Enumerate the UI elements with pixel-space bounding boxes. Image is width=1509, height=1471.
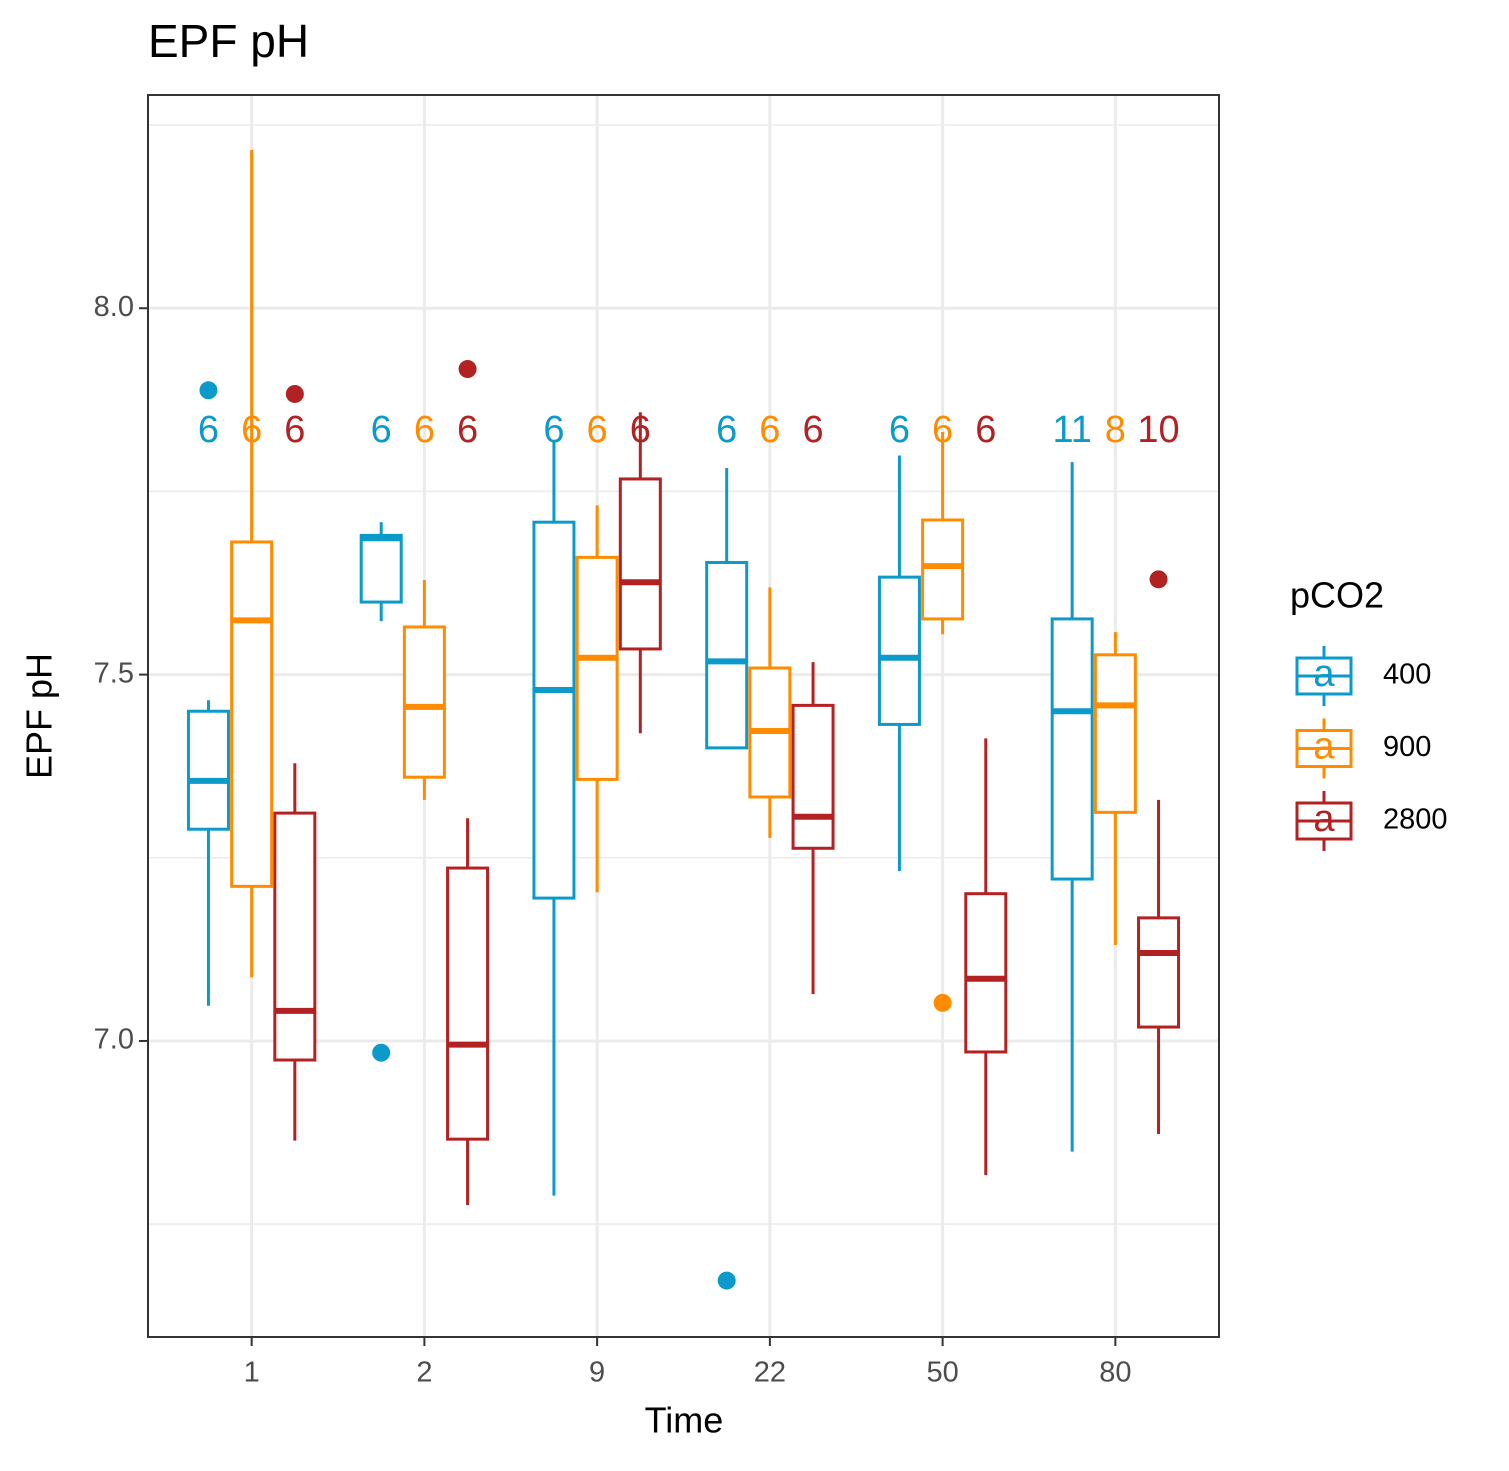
box xyxy=(532,520,576,900)
box xyxy=(230,540,274,888)
x-tick-label: 1 xyxy=(244,1357,260,1389)
plot-border xyxy=(147,94,1220,1338)
y-tick-label: 7.5 xyxy=(94,657,134,689)
outlier xyxy=(1149,570,1168,589)
outlier xyxy=(458,360,477,379)
box xyxy=(273,811,317,1062)
outlier xyxy=(717,1271,736,1290)
x-tick-label: 2 xyxy=(416,1357,432,1389)
box xyxy=(1137,916,1181,1029)
box xyxy=(705,560,749,750)
box xyxy=(877,575,921,726)
box xyxy=(575,555,619,781)
count-label: 6 xyxy=(587,409,608,451)
y-axis-label: EPF pH xyxy=(19,653,60,779)
x-axis-label: Time xyxy=(645,1400,724,1441)
count-label: 6 xyxy=(543,409,564,451)
box xyxy=(186,709,230,831)
count-label: 6 xyxy=(241,409,262,451)
box xyxy=(446,866,490,1141)
count-label: 6 xyxy=(457,409,478,451)
count-label: 6 xyxy=(975,409,996,451)
count-label: 6 xyxy=(716,409,737,451)
count-label: 6 xyxy=(759,409,780,451)
outlier xyxy=(933,993,952,1012)
y-tick-label: 7.0 xyxy=(94,1024,134,1056)
legend-label: 900 xyxy=(1383,731,1431,763)
x-tick-label: 9 xyxy=(589,1357,605,1389)
legend-glyph: a xyxy=(1313,726,1335,768)
outlier xyxy=(372,1043,391,1062)
count-label: 6 xyxy=(802,409,823,451)
legend-glyph: a xyxy=(1313,653,1335,695)
count-label: 6 xyxy=(932,409,953,451)
count-label: 6 xyxy=(630,409,651,451)
box xyxy=(1050,617,1094,881)
y-tick-label: 8.0 xyxy=(94,291,134,323)
box xyxy=(791,703,835,850)
x-tick-label: 80 xyxy=(1099,1357,1131,1389)
box xyxy=(359,533,403,604)
count-label: 6 xyxy=(414,409,435,451)
box xyxy=(1093,653,1137,814)
count-label: 6 xyxy=(371,409,392,451)
count-label: 10 xyxy=(1137,409,1179,451)
box xyxy=(964,892,1008,1054)
x-tick-label: 50 xyxy=(926,1357,958,1389)
count-label: 11 xyxy=(1052,409,1091,451)
box xyxy=(618,477,662,651)
legend-label: 2800 xyxy=(1383,804,1448,836)
legend-title: pCO2 xyxy=(1290,575,1384,616)
box xyxy=(402,625,446,779)
box xyxy=(921,518,965,621)
chart-title: EPF pH xyxy=(148,15,309,67)
outlier xyxy=(285,384,304,403)
count-label: 6 xyxy=(198,409,219,451)
legend-glyph: a xyxy=(1313,798,1335,840)
x-tick-label: 22 xyxy=(754,1357,786,1389)
count-label: 6 xyxy=(889,409,910,451)
legend-label: 400 xyxy=(1383,659,1431,691)
outlier xyxy=(199,381,218,400)
count-label: 8 xyxy=(1105,409,1126,451)
count-label: 6 xyxy=(284,409,305,451)
